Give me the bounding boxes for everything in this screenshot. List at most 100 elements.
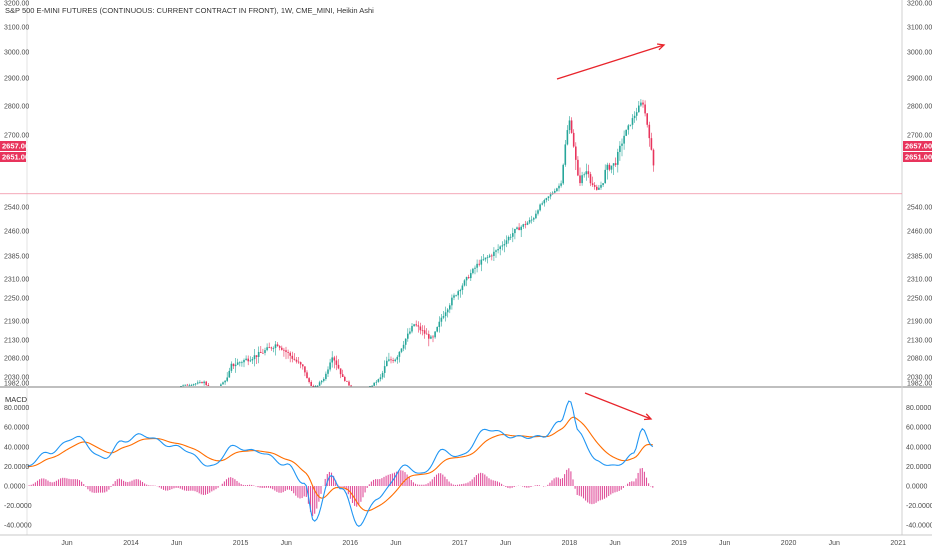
candle-body [375,381,378,383]
price-tick-left: 3200.00 [4,1,29,8]
candle-body [228,370,231,378]
candle-body [421,330,424,332]
candle-body [642,102,644,105]
candle-body [186,384,189,386]
candle-body [457,291,459,296]
candle-body [635,112,638,116]
macd-tick-left: 40.0000 [4,444,29,451]
candle-body [556,188,558,192]
price-tick-right: 2460.00 [907,229,932,236]
candle-body [325,373,327,379]
candle-body [331,357,333,363]
price-tick-right: 2540.00 [907,205,932,212]
price-tick-left: 2540.00 [4,205,29,212]
candle-body [526,222,529,225]
price-tick-left: 3100.00 [4,25,29,32]
candle-body [591,183,594,186]
candle-body [564,144,567,165]
candle-body [291,355,294,359]
price-label-left: 2651.00 [2,153,29,162]
price-tick-right: 2385.00 [907,254,932,261]
candle-body [425,333,428,335]
candle-body [394,359,396,362]
time-tick: 2020 [781,540,797,547]
candle-body [260,351,262,353]
candle-body [417,325,420,327]
candle-body [507,236,510,241]
candle-body [444,312,447,317]
price-label-left-bg [0,141,26,151]
candle-body [386,360,388,367]
candle-body [270,347,273,349]
candle-body [251,359,254,361]
candle-body [199,381,201,383]
candle-body [392,360,394,362]
candle-body [480,259,483,265]
candle-body [577,159,579,176]
candle-body [509,236,512,238]
time-tick: 2019 [671,540,687,547]
candle-body [299,362,302,365]
candle-body [612,163,615,166]
candle-body [541,203,543,205]
candle-body [533,218,535,220]
macd-tick-right: -20.0000 [906,503,932,510]
candle-body [436,327,438,332]
candle-body [570,120,573,133]
candle-body [547,196,550,199]
macd-tick-right: 0.0000 [906,484,928,491]
candle-body [539,204,541,211]
time-tick: 2018 [562,540,578,547]
candle-body [512,233,514,237]
candle-body [247,358,249,362]
price-label-left: 2657.00 [2,142,29,151]
candle-body [566,130,569,145]
candle-body [562,164,564,184]
candle-body [302,364,304,367]
candle-body [283,349,285,351]
candle-body [568,120,571,131]
candle-body [589,174,592,184]
macd-tick-left: 60.0000 [4,425,29,432]
candle-body [190,385,193,386]
candle-body [285,350,287,352]
candle-body [505,240,508,245]
candle-body [648,124,651,139]
candle-body [446,309,449,313]
time-tick: 2014 [123,540,139,547]
candle-body [287,351,289,353]
price-tick-left: 2130.00 [4,338,29,345]
candle-body [438,321,441,328]
candle-body [318,382,321,386]
candle-body [484,257,487,260]
macd-tick-right: 80.0000 [906,405,931,412]
price-tick-right: 2080.00 [907,356,932,363]
candle-body [316,385,319,387]
candle-body [434,331,436,338]
macd-tick-left: -40.0000 [4,523,32,530]
candle-body [329,362,331,370]
candle-body [266,347,268,351]
time-tick: 2015 [233,540,249,547]
candle-body [400,348,403,352]
price-tick-left: 3000.00 [4,50,29,57]
price-tick-right: 2030.00 [907,375,932,382]
time-axis: Jun 2014 Jun 2015 Jun 2016 Jun 2017 Jun 2018 Jun 20… [61,540,906,547]
candle-body [255,355,258,357]
price-tick-right: 2190.00 [907,319,932,326]
candle-body [281,347,283,350]
candle-body [222,382,224,385]
candle-body [333,357,336,361]
price-tick-right: 2900.00 [907,76,932,83]
price-tick-right: 2700.00 [907,133,932,140]
price-trend-arrow [556,44,665,80]
price-label-right: 2657.00 [905,142,932,151]
candle-body [543,200,546,204]
price-tick-left: 2800.00 [4,104,29,111]
candle-body [373,382,375,386]
candle-body [614,163,617,165]
price-tick-left: 2080.00 [4,356,29,363]
candle-body [388,359,390,361]
